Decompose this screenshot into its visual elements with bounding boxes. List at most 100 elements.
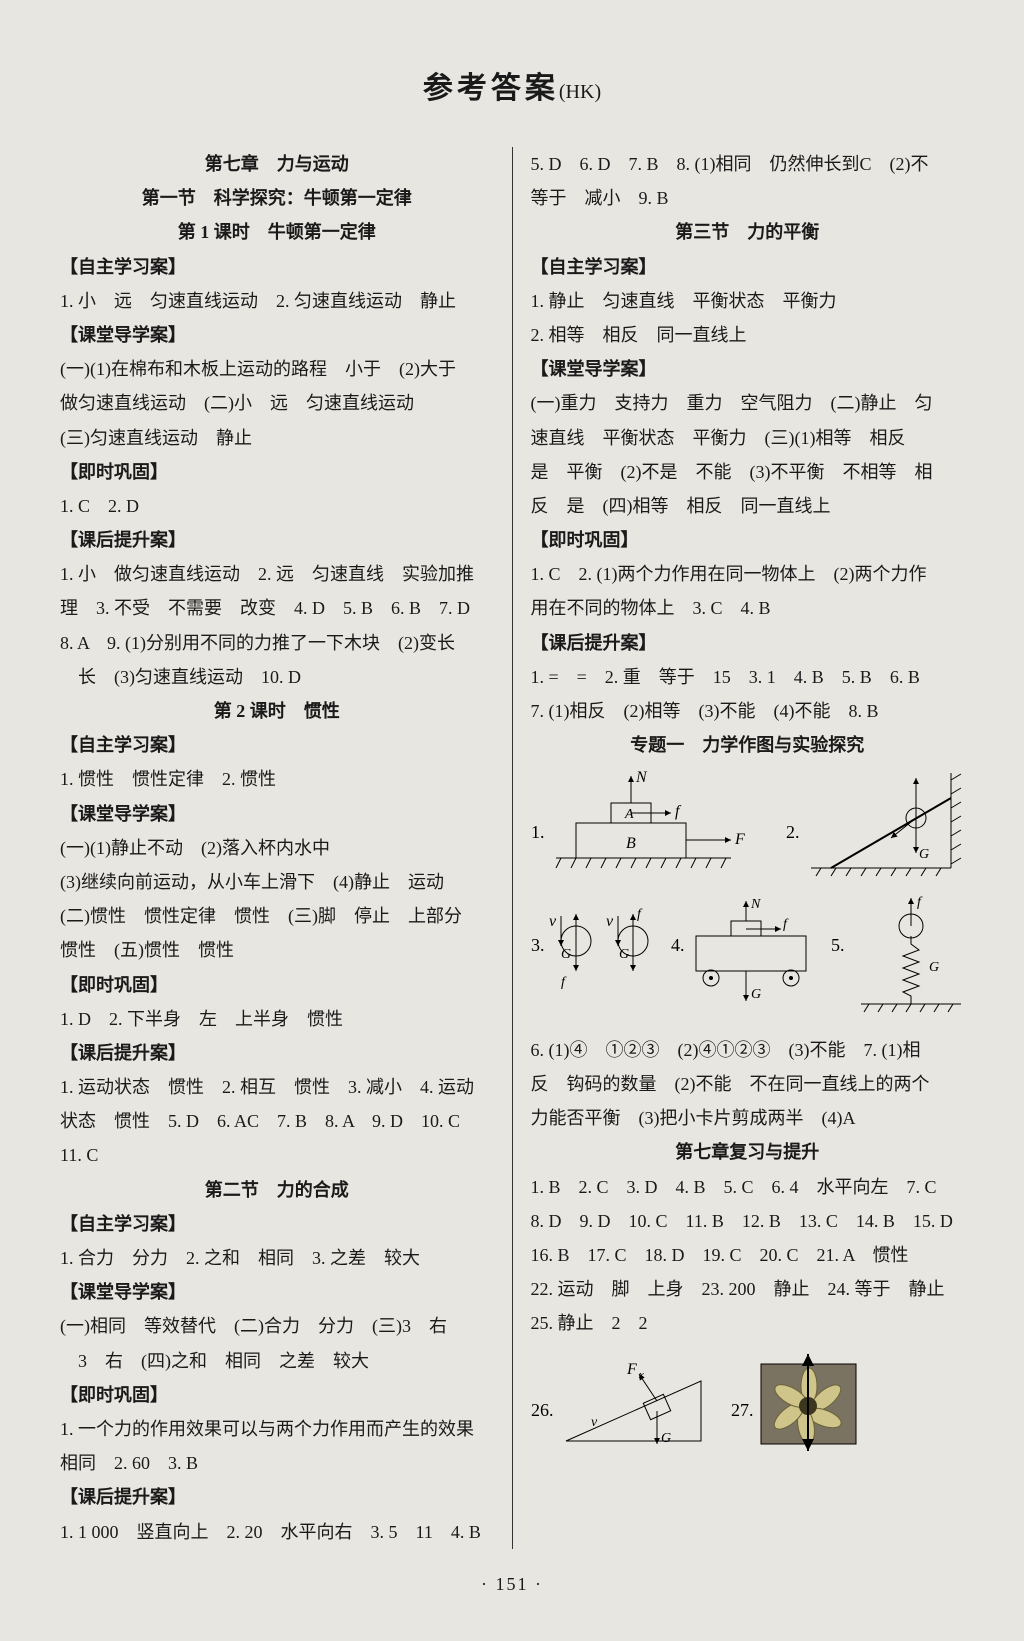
- text-line: 22. 运动 脚 上身 23. 200 静止 24. 等于 静止: [531, 1272, 965, 1306]
- topic-1-title: 专题一 力学作图与实验探究: [531, 728, 965, 762]
- text-line: 做匀速直线运动 (二)小 远 匀速直线运动: [60, 386, 494, 420]
- label-f: f: [917, 895, 923, 910]
- diagram-5-num: 5.: [831, 935, 845, 955]
- diagram-1-2-svg: 1. B: [531, 768, 961, 878]
- label-G: G: [919, 847, 929, 862]
- text-line: 1. 一个力的作用效果可以与两个力作用而产生的效果: [60, 1412, 494, 1446]
- label-N: N: [750, 897, 761, 912]
- diagram-3-4-5-svg: 3. v G f v f G: [531, 896, 961, 1016]
- page-title: 参考答案(HK): [50, 60, 974, 117]
- label-jishi: 【即时巩固】: [531, 523, 965, 557]
- text-line: 25. 静止 2 2: [531, 1306, 965, 1340]
- chapter-title: 第七章 力与运动: [60, 147, 494, 181]
- diagram-2-num: 2.: [786, 822, 800, 842]
- text-line: 2. 相等 相反 同一直线上: [531, 318, 965, 352]
- text-line: (一)(1)在棉布和木板上运动的路程 小于 (2)大于: [60, 352, 494, 386]
- label-jishi: 【即时巩固】: [60, 968, 494, 1002]
- diagram-1: B A N f F: [556, 769, 745, 868]
- label-v: v: [591, 1415, 598, 1430]
- text-line: 1. 合力 分力 2. 之和 相同 3. 之差 较大: [60, 1241, 494, 1275]
- text-line: 惯性 (五)惯性 惯性: [60, 933, 494, 967]
- text-line: 状态 惯性 5. D 6. AC 7. B 8. A 9. D 10. C: [60, 1104, 494, 1138]
- label-G: G: [561, 947, 571, 962]
- text-line: 3 右 (四)之和 相同 之差 较大: [60, 1344, 494, 1378]
- text-line: 反 是 (四)相等 相反 同一直线上: [531, 489, 965, 523]
- text-line: 等于 减小 9. B: [531, 181, 965, 215]
- text-line: 1. 1 000 竖直向上 2. 20 水平向右 3. 5 11 4. B: [60, 1515, 494, 1549]
- text-line: 16. B 17. C 18. D 19. C 20. C 21. A 惯性: [531, 1238, 965, 1272]
- diagram-26-27-svg: 26. F x G v 27.: [531, 1346, 961, 1456]
- section-3-title: 第三节 力的平衡: [531, 215, 965, 249]
- text-line: 8. D 9. D 10. C 11. B 12. B 13. C 14. B …: [531, 1204, 965, 1238]
- text-line: 1. = = 2. 重 等于 15 3. 1 4. B 5. B 6. B: [531, 660, 965, 694]
- text-line: 8. A 9. (1)分别用不同的力推了一下木块 (2)变长: [60, 626, 494, 660]
- diagram-4: f N G: [696, 897, 806, 1002]
- text-line: 相同 2. 60 3. B: [60, 1446, 494, 1480]
- text-line: 11. C: [60, 1138, 494, 1172]
- label-ketang: 【课堂导学案】: [60, 797, 494, 831]
- two-column-layout: 第七章 力与运动 第一节 科学探究：牛顿第一定律 第 1 课时 牛顿第一定律 【…: [50, 147, 974, 1549]
- label-f: f: [675, 803, 682, 820]
- label-kehou: 【课后提升案】: [531, 626, 965, 660]
- section-1-title: 第一节 科学探究：牛顿第一定律: [60, 181, 494, 215]
- diagram-3-num: 3.: [531, 935, 545, 955]
- text-line: (3)继续向前运动，从小车上滑下 (4)静止 运动: [60, 865, 494, 899]
- label-ketang: 【课堂导学案】: [60, 318, 494, 352]
- text-line: 7. (1)相反 (2)相等 (3)不能 (4)不能 8. B: [531, 694, 965, 728]
- diagram-row-2: 3. v G f v f G: [531, 896, 965, 1027]
- title-suffix: (HK): [559, 81, 601, 103]
- text-line: 1. 惯性 惯性定律 2. 惯性: [60, 762, 494, 796]
- label-kehou: 【课后提升案】: [60, 1480, 494, 1514]
- label-zizhu: 【自主学习案】: [60, 250, 494, 284]
- label-zizhu: 【自主学习案】: [531, 250, 965, 284]
- diagram-26: F x G v: [566, 1361, 701, 1446]
- label-zizhu: 【自主学习案】: [60, 1207, 494, 1241]
- label-N: N: [635, 769, 648, 786]
- diagram-5: f G: [861, 895, 961, 1012]
- label-kehou: 【课后提升案】: [60, 1036, 494, 1070]
- text-line: 用在不同的物体上 3. C 4. B: [531, 591, 965, 625]
- label-jishi: 【即时巩固】: [60, 1378, 494, 1412]
- text-line: 反 钩码的数量 (2)不能 不在同一直线上的两个: [531, 1067, 965, 1101]
- text-line: 1. 小 远 匀速直线运动 2. 匀速直线运动 静止: [60, 284, 494, 318]
- text-line: 速直线 平衡状态 平衡力 (三)(1)相等 相反: [531, 421, 965, 455]
- label-F: F: [734, 831, 745, 848]
- label-B: B: [626, 835, 636, 852]
- label-zizhu: 【自主学习案】: [60, 728, 494, 762]
- text-line: 理 3. 不受 不需要 改变 4. D 5. B 6. B 7. D: [60, 591, 494, 625]
- section-1-sub-1: 第 1 课时 牛顿第一定律: [60, 215, 494, 249]
- label-v: v: [549, 913, 557, 930]
- diagram-27: [761, 1354, 856, 1451]
- text-line: (三)匀速直线运动 静止: [60, 421, 494, 455]
- label-f: f: [561, 975, 567, 990]
- left-column: 第七章 力与运动 第一节 科学探究：牛顿第一定律 第 1 课时 牛顿第一定律 【…: [50, 147, 513, 1549]
- label-Fx-sub: x: [638, 1369, 644, 1381]
- text-line: 5. D 6. D 7. B 8. (1)相同 仍然伸长到C (2)不: [531, 147, 965, 181]
- diagram-row-3: 26. F x G v 27.: [531, 1346, 965, 1467]
- text-line: 1. B 2. C 3. D 4. B 5. C 6. 4 水平向左 7. C: [531, 1170, 965, 1204]
- diagram-27-num: 27.: [731, 1400, 754, 1420]
- page-number: · 151 ·: [50, 1567, 974, 1601]
- label-G: G: [619, 947, 629, 962]
- text-line: (二)惯性 惯性定律 惯性 (三)脚 停止 上部分: [60, 899, 494, 933]
- label-kehou: 【课后提升案】: [60, 523, 494, 557]
- text-line: 1. C 2. D: [60, 489, 494, 523]
- right-column: 5. D 6. D 7. B 8. (1)相同 仍然伸长到C (2)不 等于 减…: [513, 147, 975, 1549]
- label-G: G: [661, 1431, 671, 1446]
- label-G: G: [929, 960, 939, 975]
- text-line: 1. 小 做匀速直线运动 2. 远 匀速直线 实验加推: [60, 557, 494, 591]
- label-f: f: [783, 917, 789, 932]
- text-line: (一)重力 支持力 重力 空气阻力 (二)静止 匀: [531, 386, 965, 420]
- diagram-row-1: 1. B: [531, 768, 965, 889]
- label-f: f: [637, 907, 643, 922]
- diagram-26-num: 26.: [531, 1400, 554, 1420]
- text-line: 长 (3)匀速直线运动 10. D: [60, 660, 494, 694]
- text-line: 1. D 2. 下半身 左 上半身 惯性: [60, 1002, 494, 1036]
- label-v: v: [606, 913, 614, 930]
- label-A: A: [624, 807, 634, 822]
- label-G: G: [751, 987, 761, 1002]
- text-line: (一)相同 等效替代 (二)合力 分力 (三)3 右: [60, 1309, 494, 1343]
- diagram-2: G: [811, 773, 961, 876]
- text-line: 6. (1)④ ①②③ (2)④①②③ (3)不能 7. (1)相: [531, 1033, 965, 1067]
- section-1-sub-2: 第 2 课时 惯性: [60, 694, 494, 728]
